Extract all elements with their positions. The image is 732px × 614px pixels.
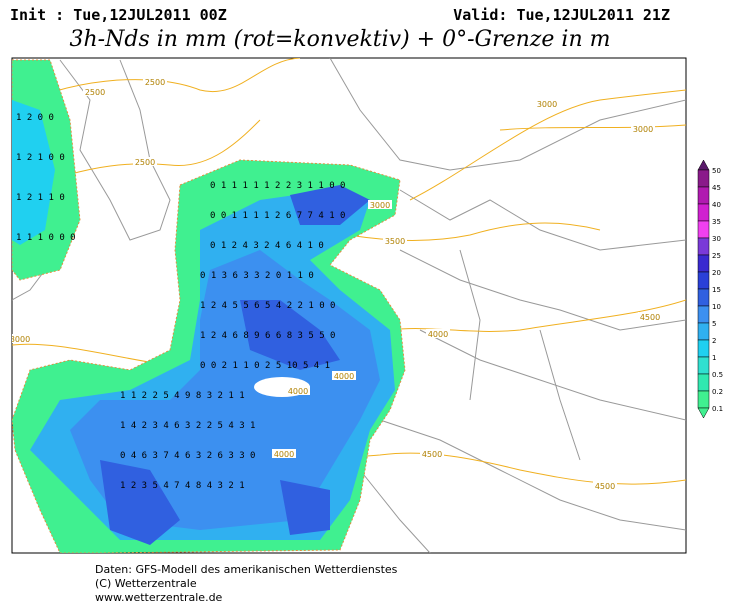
colorbar-label: 50 [712,167,721,175]
contour-label: 3000 [370,201,390,210]
colorbar-label: 1 [712,354,716,362]
contour-label-bg [133,157,157,166]
contour-label-bg [368,200,392,209]
colorbar-label: 20 [712,269,721,277]
map-body: 2500 2500 2500 3000 3000 3000 3500 4000 4500 4000… [10,58,686,553]
precip-values: 0 1 2 4 3 2 4 6 4 1 0 [210,241,324,251]
precip-values: 0 1 1 1 1 1 2 2 3 1 1 0 0 [210,181,345,191]
colorbar-cap [697,407,710,419]
colorbar-label: 2 [712,337,716,345]
contour-label: 3000 [10,335,30,344]
contour-label: 4000 [288,387,308,396]
colorbar-swatch [697,220,710,239]
colorbar-swatch [697,271,710,290]
colorbar: 50 45 40 35 30 25 20 15 10 5 2 1 0.5 0.2 0.1 [697,159,723,419]
contour-label-bg [420,449,444,458]
colorbar-swatch [697,254,710,273]
colorbar-label: 45 [712,184,721,192]
precip-values: 0 0 1 1 1 1 2 6 7 7 4 1 0 [210,211,345,221]
colorbar-cap [697,159,710,171]
colorbar-label: 35 [712,218,721,226]
footer-line: (C) Wetterzentrale [95,577,197,590]
colorbar-label: 5 [712,320,716,328]
precip-values: 1 1 2 2 5 4 9 8 3 2 1 1 [120,391,245,401]
colorbar-swatch [697,186,710,205]
contour-label: 2500 [145,78,165,87]
colorbar-label: 10 [712,303,721,311]
contour-label-bg [638,312,662,321]
precip-values: 0 1 3 6 3 3 2 0 1 1 0 [200,271,314,281]
contour-label-bg [383,236,407,245]
colorbar-swatch [697,322,710,341]
precip-values: 0 4 6 3 7 4 6 3 2 6 3 3 0 [120,451,255,461]
colorbar-swatch [697,390,710,409]
precip-values: 1 2 4 5 5 6 5 4 2 2 1 0 0 [200,301,335,311]
colorbar-swatch [697,169,710,188]
colorbar-swatch [697,288,710,307]
colorbar-swatch [697,203,710,222]
colorbar-swatch [697,305,710,324]
contour-label: 2500 [85,88,105,97]
colorbar-label: 40 [712,201,721,209]
coastlines [12,58,686,553]
contour-label: 3000 [633,125,653,134]
contour-label: 4000 [334,372,354,381]
precip-values: 1 1 1 0 0 0 [16,233,76,243]
precip-values: 1 2 1 0 0 [16,153,65,163]
contour-label: 4500 [422,450,442,459]
contour-label-bg [426,329,450,338]
contour-label-bg [12,334,32,343]
precip-values: 1 2 3 5 4 7 4 8 4 3 2 1 [120,481,245,491]
colorbar-label: 15 [712,286,721,294]
colorbar-swatch [697,339,710,358]
contour-label-bg [593,481,617,490]
map-title: 3h-Nds in mm (rot=konvektiv) + 0°-Grenze… [70,27,611,52]
contour-label: 4000 [428,330,448,339]
contour-label-bg [83,87,107,96]
contour-label-bg [143,77,167,86]
precip-values: 1 4 2 3 4 6 3 2 2 5 4 3 1 [120,421,255,431]
contour-label: 4500 [595,482,615,491]
colorbar-label: 0.5 [712,371,723,379]
colorbar-label: 0.1 [712,405,723,413]
contour-label: 3000 [537,100,557,109]
colorbar-label: 30 [712,235,721,243]
precip-values: 0 0 2 1 1 0 2 5 10 5 4 1 [200,361,330,371]
colorbar-swatch [697,373,710,392]
colorbar-swatch [697,356,710,375]
map: 2500 2500 2500 3000 3000 3000 3500 4000 4500 4000… [10,57,687,554]
init-time: Init : Tue,12JUL2011 00Z [10,6,227,24]
precip-values: 1 2 0 0 [16,113,54,123]
colorbar-label: 25 [712,252,721,260]
contour-label: 2500 [135,158,155,167]
precip-values: 1 2 4 6 8 9 6 6 8 3 5 5 0 [200,331,335,341]
colorbar-label: 0.2 [712,388,723,396]
contour-label-bg [286,386,310,395]
contour-label-bg [272,449,296,458]
precipitation-areas [12,59,406,553]
contour-label: 4500 [640,313,660,322]
contour-label: 3500 [385,237,405,246]
contour-label-bg [535,99,559,108]
footer-line: www.wetterzentrale.de [95,591,223,604]
footer-line: Daten: GFS-Modell des amerikanischen Wet… [95,563,398,576]
colorbar-swatch [697,237,710,256]
contour-label-bg [631,124,655,133]
precip-values: 1 2 1 1 0 [16,193,65,203]
contour-label-bg [332,371,356,380]
contour-label: 4000 [274,450,294,459]
valid-time: Valid: Tue,12JUL2011 21Z [453,6,670,24]
